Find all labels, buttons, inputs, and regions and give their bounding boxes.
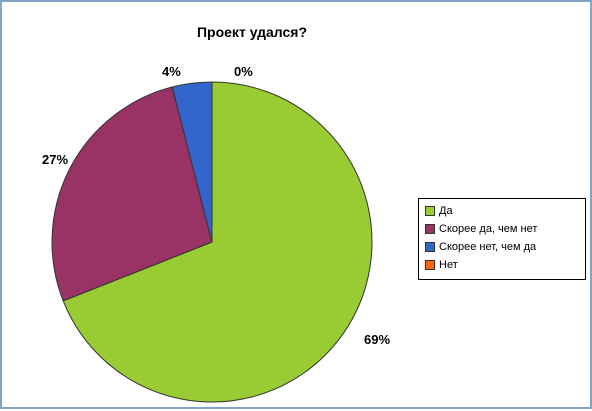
legend-label-skoree-da: Скорее да, чем нет xyxy=(439,223,538,235)
pie-label-skoree-da: 27% xyxy=(42,152,68,167)
legend: Да Скорее да, чем нет Скорее нет, чем да… xyxy=(418,198,586,280)
pie-slice-da xyxy=(62,81,373,403)
legend-swatch-da xyxy=(425,206,435,216)
legend-label-net: Нет xyxy=(439,259,458,271)
pie-label-net: 0% xyxy=(234,64,253,79)
pie-label-skoree-net: 4% xyxy=(162,64,181,79)
legend-label-skoree-net: Скорее нет, чем да xyxy=(439,241,537,253)
legend-item-net: Нет xyxy=(425,256,585,274)
pie-slice-skoree-da xyxy=(51,86,213,302)
legend-swatch-skoree-da xyxy=(425,224,435,234)
legend-item-da: Да xyxy=(425,202,585,220)
pie-label-da: 69% xyxy=(364,332,390,347)
legend-swatch-skoree-net xyxy=(425,242,435,252)
pie-slice-skoree-net xyxy=(171,81,213,243)
legend-label-da: Да xyxy=(439,205,453,217)
chart-title: Проект удался? xyxy=(196,24,308,40)
legend-item-skoree-net: Скорее нет, чем да xyxy=(425,238,585,256)
legend-swatch-net xyxy=(425,260,435,270)
legend-item-skoree-da: Скорее да, чем нет xyxy=(425,220,585,238)
